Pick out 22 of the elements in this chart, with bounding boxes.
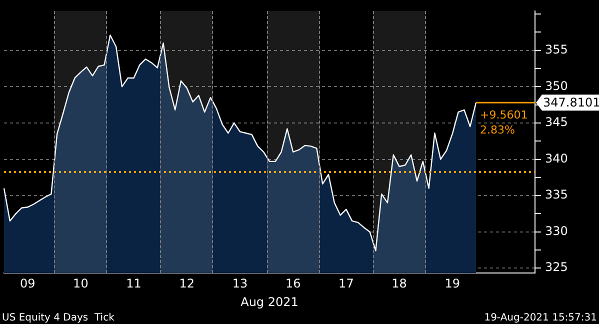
x-tick-label: 09: [20, 276, 36, 291]
x-tick-label: 12: [179, 276, 195, 291]
ref-line-label: 347.8101: [543, 96, 599, 110]
y-tick-label: 325: [545, 260, 568, 274]
annotation: 2.83%: [480, 123, 515, 136]
x-tick-label: 19: [444, 276, 460, 291]
annotation: +9.5601: [480, 108, 528, 122]
x-tick-label: 10: [73, 276, 88, 291]
text: US Equity 4 Days Tick: [2, 312, 115, 324]
x-tick-label: 18: [392, 276, 407, 291]
y-tick-label: 350: [545, 78, 568, 93]
x-tick-label: 11: [126, 276, 142, 291]
y-tick-label: 355: [545, 42, 568, 57]
y-tick-label: 340: [545, 151, 568, 166]
x-tick-label: 17: [338, 276, 354, 291]
y-tick-label: 335: [545, 188, 568, 202]
x-tick-label: 16: [285, 276, 301, 291]
x-axis-title: Aug 2021: [240, 294, 298, 309]
x-tick-label: 13: [232, 276, 248, 291]
y-tick-label: 345: [545, 115, 568, 130]
y-tick-label: 330: [545, 224, 568, 238]
text: 19-Aug-2021 15:57:31: [484, 312, 597, 324]
